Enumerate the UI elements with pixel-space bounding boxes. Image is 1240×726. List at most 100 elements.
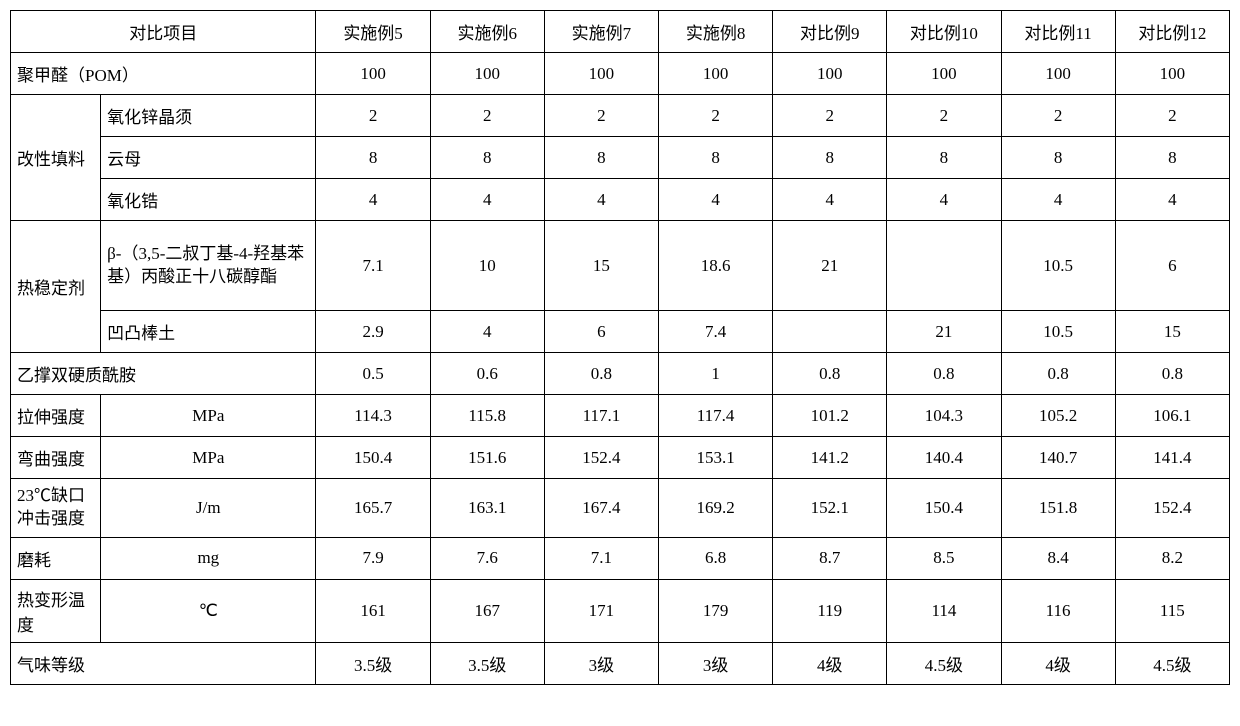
- group-label: 改性填料: [11, 95, 101, 221]
- cell: 4: [1001, 179, 1115, 221]
- cell: 115: [1115, 579, 1229, 642]
- cell: 141.2: [773, 437, 887, 479]
- cell: 100: [887, 53, 1001, 95]
- col-header: 对比例11: [1001, 11, 1115, 53]
- cell: 152.4: [544, 437, 658, 479]
- cell: 8.7: [773, 537, 887, 579]
- col-header: 实施例7: [544, 11, 658, 53]
- cell: 15: [1115, 311, 1229, 353]
- cell: 3.5级: [430, 642, 544, 684]
- cell: 2: [1115, 95, 1229, 137]
- cell: 7.4: [659, 311, 773, 353]
- cell: 0.6: [430, 353, 544, 395]
- data-table-container: 对比项目 实施例5 实施例6 实施例7 实施例8 对比例9 对比例10 对比例1…: [10, 10, 1230, 685]
- cell: 7.1: [544, 537, 658, 579]
- unit-label: MPa: [101, 437, 316, 479]
- sub-label: 凹凸棒土: [101, 311, 316, 353]
- sub-label: β-（3,5-二叔丁基-4-羟基苯基）丙酸正十八碳醇酯: [101, 221, 316, 311]
- col-header: 对比例10: [887, 11, 1001, 53]
- table-row: 热稳定剂 β-（3,5-二叔丁基-4-羟基苯基）丙酸正十八碳醇酯 7.1 10 …: [11, 221, 1230, 311]
- cell: 101.2: [773, 395, 887, 437]
- cell: 0.8: [773, 353, 887, 395]
- cell: 167.4: [544, 479, 658, 538]
- cell: 4: [430, 179, 544, 221]
- cell: 8: [887, 137, 1001, 179]
- cell: 169.2: [659, 479, 773, 538]
- cell: 2: [773, 95, 887, 137]
- row-label: 拉伸强度: [11, 395, 101, 437]
- table-row: 乙撑双硬质酰胺 0.5 0.6 0.8 1 0.8 0.8 0.8 0.8: [11, 353, 1230, 395]
- cell: 8: [430, 137, 544, 179]
- row-label: 23℃缺口冲击强度: [11, 479, 101, 538]
- cell: 8.2: [1115, 537, 1229, 579]
- table-row: 改性填料 氧化锌晶须 2 2 2 2 2 2 2 2: [11, 95, 1230, 137]
- cell: 152.4: [1115, 479, 1229, 538]
- cell: 7.9: [316, 537, 430, 579]
- cell: 171: [544, 579, 658, 642]
- cell: 105.2: [1001, 395, 1115, 437]
- table-row: 弯曲强度 MPa 150.4 151.6 152.4 153.1 141.2 1…: [11, 437, 1230, 479]
- table-row: 凹凸棒土 2.9 4 6 7.4 21 10.5 15: [11, 311, 1230, 353]
- cell: 167: [430, 579, 544, 642]
- table-row: 聚甲醛（POM） 100 100 100 100 100 100 100 100: [11, 53, 1230, 95]
- table-header-row: 对比项目 实施例5 实施例6 实施例7 实施例8 对比例9 对比例10 对比例1…: [11, 11, 1230, 53]
- cell: 100: [544, 53, 658, 95]
- cell: 2: [1001, 95, 1115, 137]
- cell: 18.6: [659, 221, 773, 311]
- unit-label: mg: [101, 537, 316, 579]
- cell: 21: [887, 311, 1001, 353]
- cell: 161: [316, 579, 430, 642]
- cell: 150.4: [316, 437, 430, 479]
- cell: 2: [544, 95, 658, 137]
- sub-label: 氧化锆: [101, 179, 316, 221]
- cell: 6.8: [659, 537, 773, 579]
- col-header: 实施例6: [430, 11, 544, 53]
- cell: [887, 221, 1001, 311]
- cell: 4级: [1001, 642, 1115, 684]
- cell: 140.7: [1001, 437, 1115, 479]
- row-label: 气味等级: [11, 642, 316, 684]
- cell: 4级: [773, 642, 887, 684]
- cell: 8: [659, 137, 773, 179]
- cell: 4: [430, 311, 544, 353]
- col-header: 对比例9: [773, 11, 887, 53]
- table-row: 磨耗 mg 7.9 7.6 7.1 6.8 8.7 8.5 8.4 8.2: [11, 537, 1230, 579]
- cell: 163.1: [430, 479, 544, 538]
- cell: 0.8: [544, 353, 658, 395]
- table-row: 热变形温度 ℃ 161 167 171 179 119 114 116 115: [11, 579, 1230, 642]
- cell: 10.5: [1001, 311, 1115, 353]
- cell: 100: [773, 53, 887, 95]
- cell: 2.9: [316, 311, 430, 353]
- cell: 7.1: [316, 221, 430, 311]
- cell: 0.8: [1001, 353, 1115, 395]
- cell: 4: [544, 179, 658, 221]
- cell: 15: [544, 221, 658, 311]
- cell: 3级: [659, 642, 773, 684]
- cell: 6: [544, 311, 658, 353]
- cell: 152.1: [773, 479, 887, 538]
- cell: 4: [659, 179, 773, 221]
- cell: 104.3: [887, 395, 1001, 437]
- row-label: 聚甲醛（POM）: [11, 53, 316, 95]
- cell: 1: [659, 353, 773, 395]
- cell: 2: [430, 95, 544, 137]
- cell: 4: [316, 179, 430, 221]
- cell: 4: [1115, 179, 1229, 221]
- cell: 100: [316, 53, 430, 95]
- unit-label: J/m: [101, 479, 316, 538]
- cell: 116: [1001, 579, 1115, 642]
- sub-label: 云母: [101, 137, 316, 179]
- cell: 100: [659, 53, 773, 95]
- header-label: 对比项目: [11, 11, 316, 53]
- table-row: 云母 8 8 8 8 8 8 8 8: [11, 137, 1230, 179]
- cell: 4.5级: [1115, 642, 1229, 684]
- group-label: 热稳定剂: [11, 221, 101, 353]
- cell: 150.4: [887, 479, 1001, 538]
- row-label: 热变形温度: [11, 579, 101, 642]
- cell: 8.4: [1001, 537, 1115, 579]
- cell: 10: [430, 221, 544, 311]
- cell: 7.6: [430, 537, 544, 579]
- cell: 100: [1115, 53, 1229, 95]
- table-row: 23℃缺口冲击强度 J/m 165.7 163.1 167.4 169.2 15…: [11, 479, 1230, 538]
- cell: 114: [887, 579, 1001, 642]
